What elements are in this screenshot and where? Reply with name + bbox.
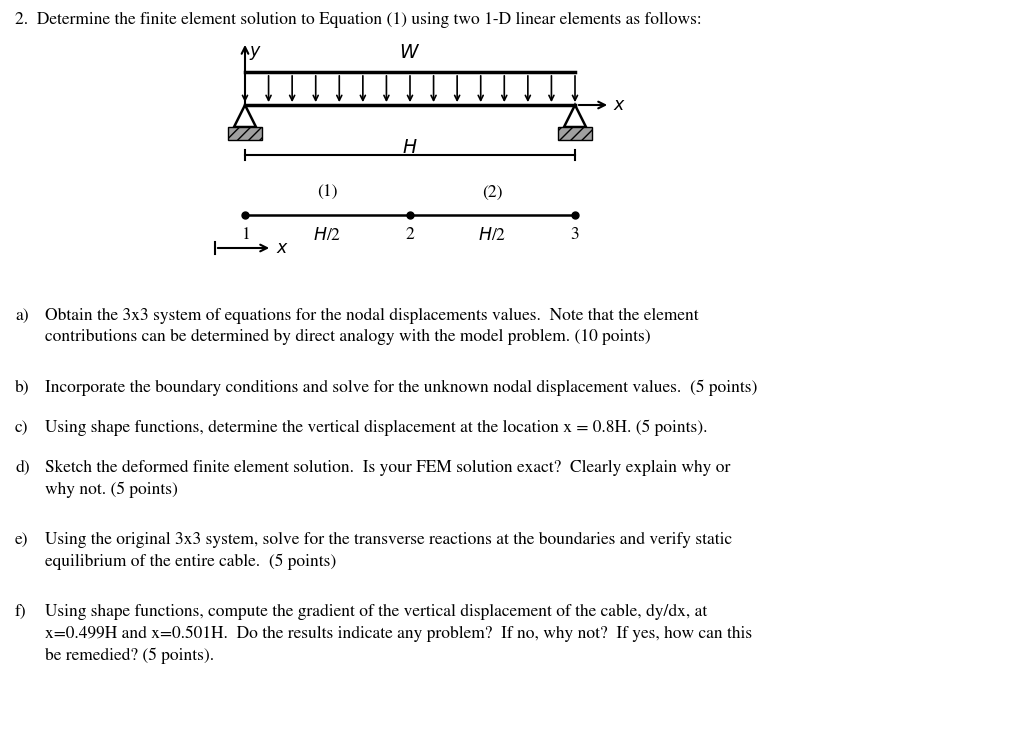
Text: $x$: $x$ <box>613 98 626 114</box>
Text: Using shape functions, compute the gradient of the vertical displacement of the : Using shape functions, compute the gradi… <box>45 604 752 664</box>
Text: (1): (1) <box>317 185 338 201</box>
Text: f): f) <box>15 604 27 620</box>
Text: (2): (2) <box>482 185 503 201</box>
Text: Using the original 3x3 system, solve for the transverse reactions at the boundar: Using the original 3x3 system, solve for… <box>45 532 732 570</box>
Text: a): a) <box>15 308 29 324</box>
Text: 2.  Determine the finite element solution to Equation (1) using two 1-D linear e: 2. Determine the finite element solution… <box>15 12 701 28</box>
Text: $H$: $H$ <box>402 139 418 157</box>
Text: c): c) <box>15 420 29 436</box>
Text: $x$: $x$ <box>276 241 289 258</box>
Text: $W$: $W$ <box>399 43 421 62</box>
Text: 1: 1 <box>241 227 250 243</box>
Bar <box>228 127 262 140</box>
Text: Incorporate the boundary conditions and solve for the unknown nodal displacement: Incorporate the boundary conditions and … <box>45 380 758 397</box>
Bar <box>558 127 592 140</box>
Text: Using shape functions, determine the vertical displacement at the location x = 0: Using shape functions, determine the ver… <box>45 420 708 436</box>
Text: b): b) <box>15 380 30 396</box>
Text: $H$/2: $H$/2 <box>478 227 507 244</box>
Text: 3: 3 <box>570 227 580 243</box>
Text: $H$/2: $H$/2 <box>313 227 342 244</box>
Text: 2: 2 <box>406 227 415 243</box>
Text: $y$: $y$ <box>249 44 262 62</box>
Text: e): e) <box>15 532 29 548</box>
Text: Sketch the deformed finite element solution.  Is your FEM solution exact?  Clear: Sketch the deformed finite element solut… <box>45 460 730 498</box>
Text: Obtain the 3x3 system of equations for the nodal displacements values.  Note tha: Obtain the 3x3 system of equations for t… <box>45 308 698 345</box>
Text: d): d) <box>15 460 30 476</box>
